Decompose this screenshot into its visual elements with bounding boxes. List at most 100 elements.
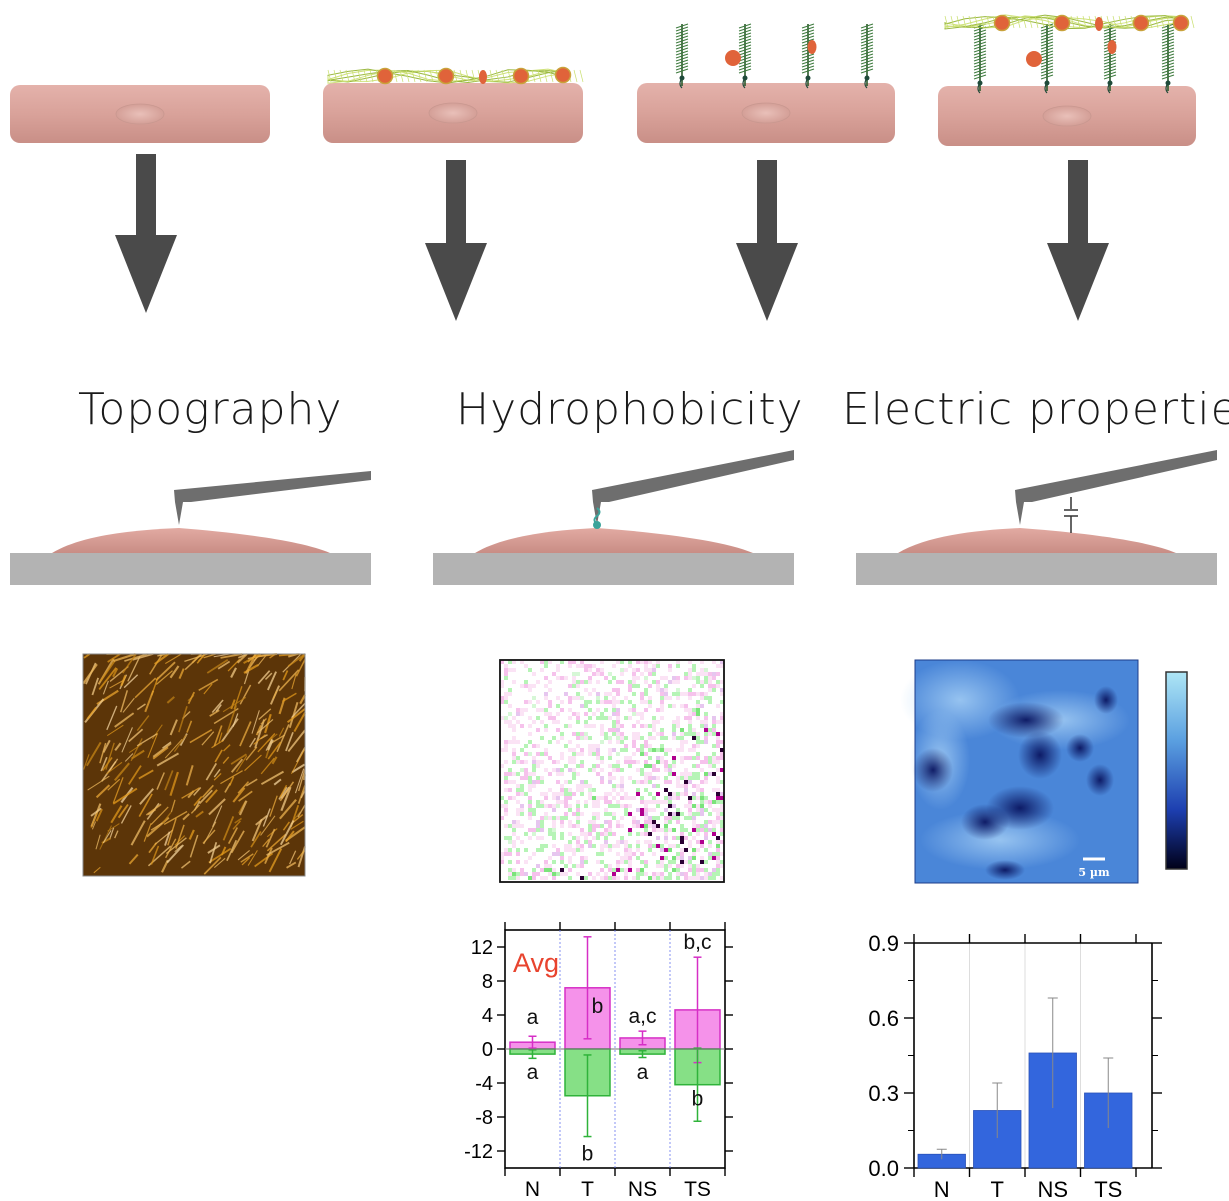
map-pixel xyxy=(612,728,616,732)
map-pixel xyxy=(684,672,688,676)
brush-bristle xyxy=(973,50,987,56)
map-pixel xyxy=(628,812,632,816)
map-pixel xyxy=(680,728,684,732)
map-pixel xyxy=(704,672,708,676)
map-pixel xyxy=(580,660,584,664)
map-pixel xyxy=(636,712,640,716)
map-pixel xyxy=(688,712,692,716)
map-pixel xyxy=(584,856,588,860)
map-pixel xyxy=(612,676,616,680)
map-pixel xyxy=(552,720,556,724)
map-pixel xyxy=(712,752,716,756)
brush-bristle xyxy=(1040,68,1054,74)
map-pixel xyxy=(680,840,684,844)
map-pixel xyxy=(696,864,700,868)
map-pixel xyxy=(576,764,580,768)
fibre-texture xyxy=(195,810,204,818)
map-pixel xyxy=(580,832,584,836)
map-pixel xyxy=(656,792,660,796)
map-pixel xyxy=(544,796,548,800)
map-pixel xyxy=(704,760,708,764)
brush-bristle xyxy=(801,56,815,62)
map-pixel xyxy=(668,796,672,800)
map-pixel xyxy=(648,748,652,752)
map-pixel xyxy=(704,716,708,720)
map-pixel xyxy=(572,684,576,688)
map-pixel xyxy=(556,780,560,784)
fibre-texture xyxy=(167,817,177,846)
map-pixel xyxy=(628,776,632,780)
map-pixel xyxy=(584,664,588,668)
map-pixel xyxy=(712,800,716,804)
brush-bristle xyxy=(738,53,752,59)
map-pixel xyxy=(664,752,668,756)
map-pixel xyxy=(532,872,536,876)
map-pixel xyxy=(632,824,636,828)
map-pixel xyxy=(644,788,648,792)
map-pixel xyxy=(576,820,580,824)
map-pixel xyxy=(608,692,612,696)
map-pixel xyxy=(568,780,572,784)
map-pixel xyxy=(636,844,640,848)
map-pixel xyxy=(556,668,560,672)
map-pixel xyxy=(548,716,552,720)
map-pixel xyxy=(656,828,660,832)
fibre-texture xyxy=(106,761,123,775)
fibre-hair xyxy=(411,69,416,83)
map-pixel xyxy=(668,872,672,876)
map-pixel xyxy=(560,872,564,876)
map-pixel xyxy=(532,828,536,832)
map-pixel xyxy=(668,768,672,772)
map-pixel xyxy=(628,716,632,720)
map-pixel xyxy=(608,812,612,816)
fibre-hair xyxy=(1154,15,1159,29)
map-pixel xyxy=(516,872,520,876)
map-pixel xyxy=(516,784,520,788)
map-pixel xyxy=(584,840,588,844)
electric-map: 5 µm xyxy=(900,659,1139,884)
map-pixel xyxy=(716,680,720,684)
map-pixel xyxy=(608,792,612,796)
map-pixel xyxy=(688,864,692,868)
map-pixel xyxy=(652,776,656,780)
map-pixel xyxy=(520,784,524,788)
brush-bristle xyxy=(1161,71,1175,77)
map-pixel xyxy=(640,872,644,876)
map-pixel xyxy=(612,764,616,768)
map-pixel xyxy=(592,828,596,832)
brush-bristle xyxy=(675,53,689,59)
map-pixel xyxy=(660,716,664,720)
map-pixel xyxy=(508,840,512,844)
map-pixel xyxy=(604,708,608,712)
map-pixel xyxy=(720,864,724,868)
map-pixel xyxy=(612,708,616,712)
fibre-texture xyxy=(282,821,290,831)
map-pixel xyxy=(688,732,692,736)
map-pixel xyxy=(564,724,568,728)
map-pixel xyxy=(720,720,724,724)
map-pixel xyxy=(628,700,632,704)
map-pixel xyxy=(524,776,528,780)
map-pixel xyxy=(664,764,668,768)
title-hydrophobicity: Hydrophobicity xyxy=(456,384,804,435)
map-pixel xyxy=(564,692,568,696)
fibre-texture xyxy=(282,670,289,681)
map-pixel xyxy=(624,736,628,740)
map-pixel xyxy=(628,664,632,668)
map-pixel xyxy=(512,872,516,876)
fibre-texture xyxy=(298,768,306,792)
topography-image xyxy=(82,653,306,877)
map-pixel xyxy=(620,836,624,840)
map-pixel xyxy=(504,788,508,792)
map-pixel xyxy=(576,844,580,848)
map-pixel xyxy=(652,748,656,752)
map-pixel xyxy=(684,860,688,864)
fibre-texture xyxy=(85,741,102,767)
map-pixel xyxy=(660,864,664,868)
map-pixel xyxy=(700,696,704,700)
map-pixel xyxy=(616,712,620,716)
map-pixel xyxy=(580,792,584,796)
fibre-texture xyxy=(186,720,193,733)
map-pixel xyxy=(644,744,648,748)
map-pixel xyxy=(676,792,680,796)
